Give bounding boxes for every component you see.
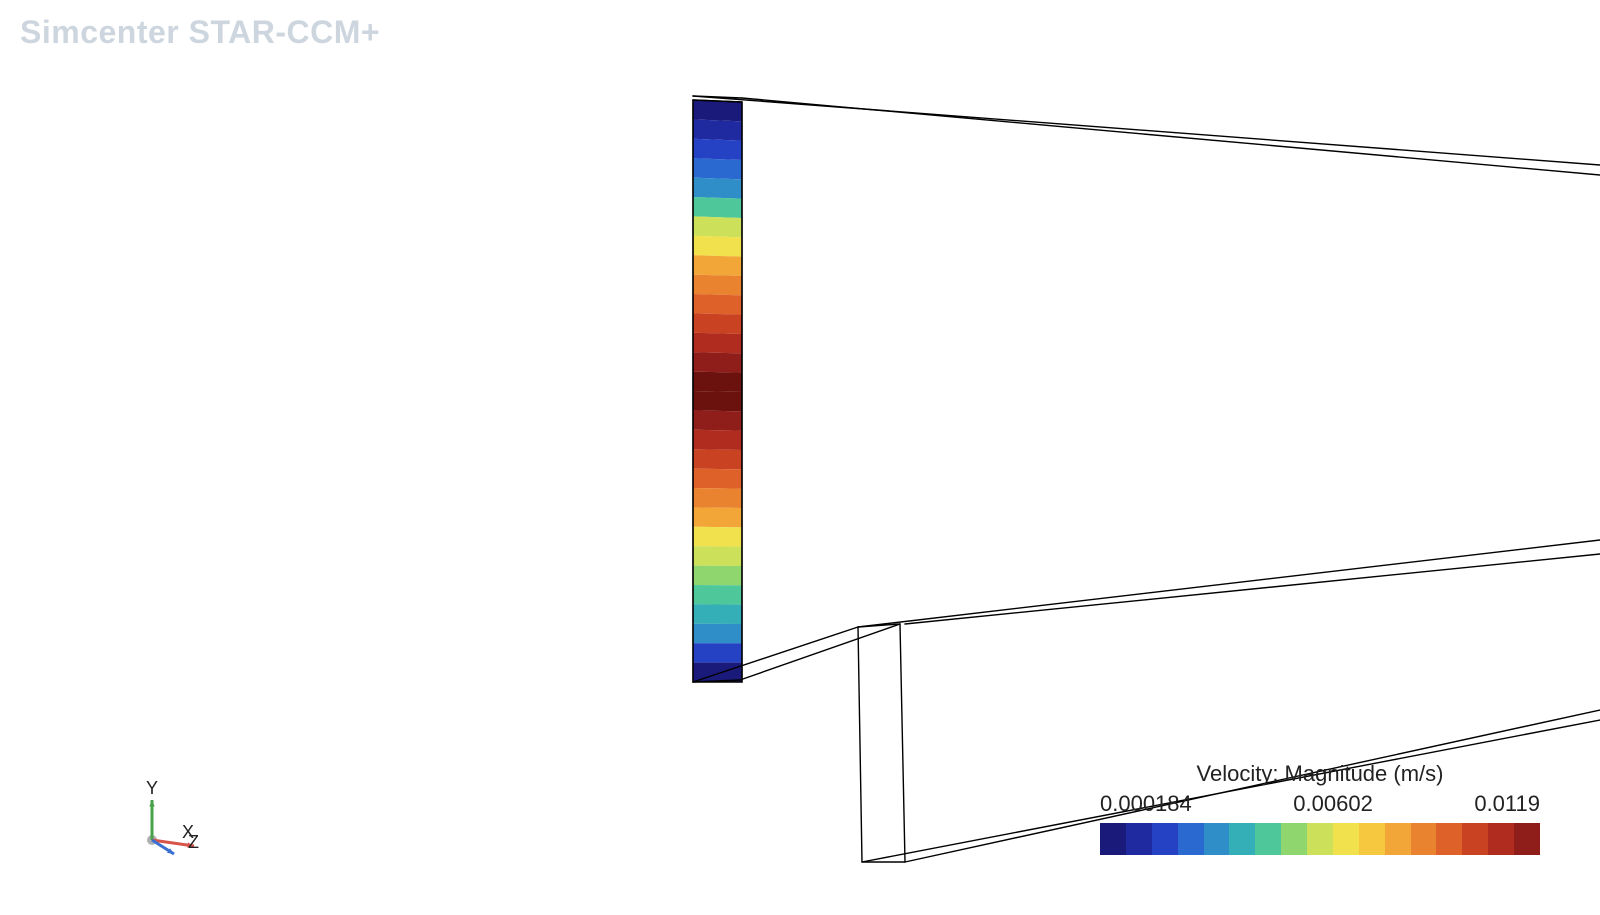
legend-color-segment [1229,823,1255,855]
legend-color-segment [1359,823,1385,855]
legend-color-segment [1333,823,1359,855]
velocity-contour-face [693,100,742,682]
legend-color-segment [1178,823,1204,855]
svg-text:Y: Y [146,778,158,798]
legend-tick-min: 0.000184 [1100,791,1192,817]
legend-color-segment [1411,823,1437,855]
legend-color-segment [1204,823,1230,855]
svg-text:Z: Z [188,832,199,852]
legend-color-segment [1255,823,1281,855]
legend-color-segment [1281,823,1307,855]
orientation-triad[interactable]: YXZ [130,780,220,870]
legend-ticks: 0.000184 0.00602 0.0119 [1100,791,1540,817]
legend-title: Velocity: Magnitude (m/s) [1100,761,1540,787]
legend-color-segment [1385,823,1411,855]
legend-color-segment [1488,823,1514,855]
color-legend: Velocity: Magnitude (m/s) 0.000184 0.006… [1100,761,1540,855]
legend-tick-max: 0.0119 [1474,791,1540,817]
legend-tick-mid: 0.00602 [1293,791,1373,817]
legend-color-segment [1152,823,1178,855]
legend-color-bar [1100,823,1540,855]
legend-color-segment [1514,823,1540,855]
legend-color-segment [1307,823,1333,855]
legend-color-segment [1436,823,1462,855]
legend-color-segment [1100,823,1126,855]
legend-color-segment [1126,823,1152,855]
wireframe-edges [693,96,1600,862]
legend-color-segment [1462,823,1488,855]
